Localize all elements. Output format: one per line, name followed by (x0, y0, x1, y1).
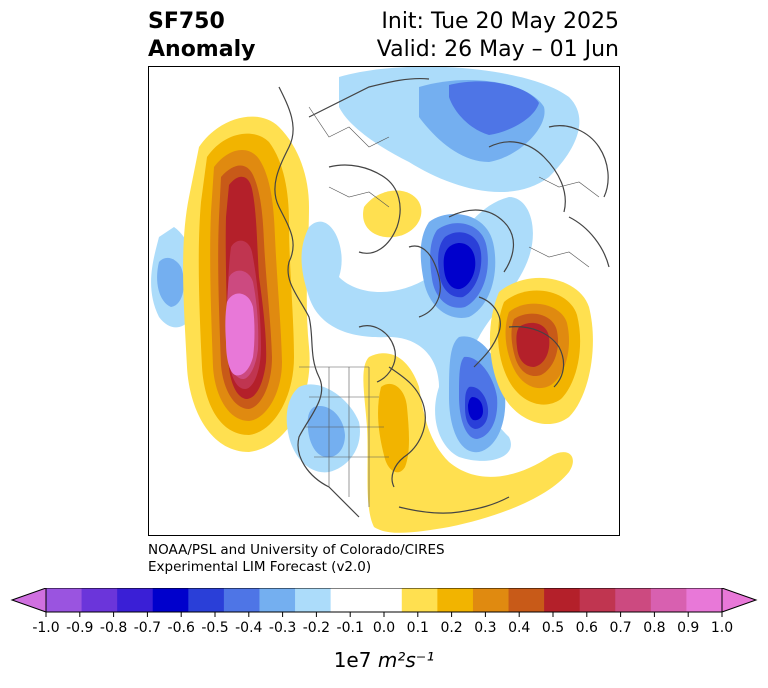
anomaly-title: Anomaly (148, 37, 256, 62)
colorbar-swatch (686, 588, 723, 612)
date-block: Init: Tue 20 May 2025 Valid: 26 May – 01… (377, 8, 619, 64)
colorbar-swatch (223, 588, 260, 612)
colorbar-tick-label: 0.9 (677, 620, 699, 636)
colorbar-swatch (46, 588, 83, 612)
colorbar-extend-high (721, 588, 758, 613)
negative-anomaly-core-4 (443, 243, 476, 290)
colorbar-tick-label: -0.7 (134, 620, 161, 636)
colorbar-tick-label: 0.2 (440, 620, 462, 636)
colorbar-swatch (366, 588, 403, 612)
colorbar-tick-label: -0.6 (168, 620, 195, 636)
colorbar-swatch (437, 588, 474, 612)
colorbar-unit-label: 1e7 m²s⁻¹ (0, 648, 768, 672)
colorbar: -1.0 -0.9 -0.8 -0.7 -0.6 -0.5 -0.4 -0.3 -0.2 -0.1… (10, 588, 758, 636)
title-block: SF750 Anomaly (148, 8, 255, 64)
colorbar-tick-label: 0.5 (542, 620, 564, 636)
colorbar-swatch (579, 588, 616, 612)
positive-anomaly-europe-5 (516, 322, 550, 367)
positive-anomaly-south-2 (378, 383, 409, 473)
valid-date: Valid: 26 May – 01 Jun (376, 37, 619, 62)
colorbar-tick-label: -0.9 (66, 620, 93, 636)
colorbar-swatch (650, 588, 687, 612)
country-borders (299, 106, 600, 507)
colorbar-extend-low (10, 588, 47, 613)
anomaly-fills (151, 67, 593, 533)
map-panel (148, 66, 620, 536)
colorbar-tick-label: -0.2 (303, 620, 330, 636)
colorbar-swatch (259, 588, 296, 612)
colorbar-swatch (295, 588, 332, 612)
colorbar-swatch (152, 588, 189, 612)
polar-map (151, 67, 610, 533)
colorbar-tick-label: 0.0 (373, 620, 395, 636)
colorbar-swatch (615, 588, 652, 612)
colorbar-tick-label: -1.0 (32, 620, 59, 636)
colorbar-ticks: -1.0 -0.9 -0.8 -0.7 -0.6 -0.5 -0.4 -0.3 -0.2 -0.1… (32, 612, 733, 636)
colorbar-tick-label: 0.6 (576, 620, 598, 636)
colorbar-tick-label: 0.1 (407, 620, 429, 636)
credit-line-2: Experimental LIM Forecast (v2.0) (148, 559, 372, 575)
colorbar-tick-label: -0.8 (100, 620, 127, 636)
colorbar-tick-label: -0.3 (269, 620, 296, 636)
init-date: Init: Tue 20 May 2025 (381, 9, 619, 34)
colorbar-swatches (46, 588, 723, 612)
unit-expression: m²s⁻¹ (377, 648, 435, 672)
colorbar-tick-label: 0.7 (609, 620, 631, 636)
unit-base: 1e7 (333, 648, 372, 672)
negative-anomaly-north-3 (449, 81, 539, 135)
colorbar-tick-label: 0.8 (643, 620, 665, 636)
colorbar-tick-label: 0.3 (474, 620, 496, 636)
colorbar-swatch (188, 588, 225, 612)
positive-anomaly-west-8 (225, 293, 255, 376)
colorbar-swatch (544, 588, 581, 612)
credit-block: NOAA/PSL and University of Colorado/CIRE… (148, 542, 445, 576)
variable-title: SF750 (148, 9, 225, 34)
colorbar-swatch (330, 588, 367, 612)
positive-anomaly-siberia (363, 190, 422, 238)
negative-anomaly-pacific-2 (157, 257, 184, 307)
colorbar-swatch (508, 588, 545, 612)
colorbar-tick-label: -0.1 (337, 620, 364, 636)
colorbar-tick-label: 1.0 (711, 620, 733, 636)
negative-anomaly-atlantic-4 (468, 397, 483, 421)
colorbar-swatch (81, 588, 118, 612)
colorbar-swatch (472, 588, 510, 612)
coastlines (274, 77, 610, 518)
credit-line-1: NOAA/PSL and University of Colorado/CIRE… (148, 542, 445, 558)
negative-anomaly-namerica-2 (307, 406, 345, 458)
colorbar-swatch (401, 588, 438, 612)
colorbar-tick-label: 0.4 (508, 620, 530, 636)
colorbar-tick-label: -0.4 (235, 620, 262, 636)
positive-anomaly-south (363, 353, 573, 533)
colorbar-swatch (117, 588, 154, 612)
colorbar-tick-label: -0.5 (201, 620, 228, 636)
